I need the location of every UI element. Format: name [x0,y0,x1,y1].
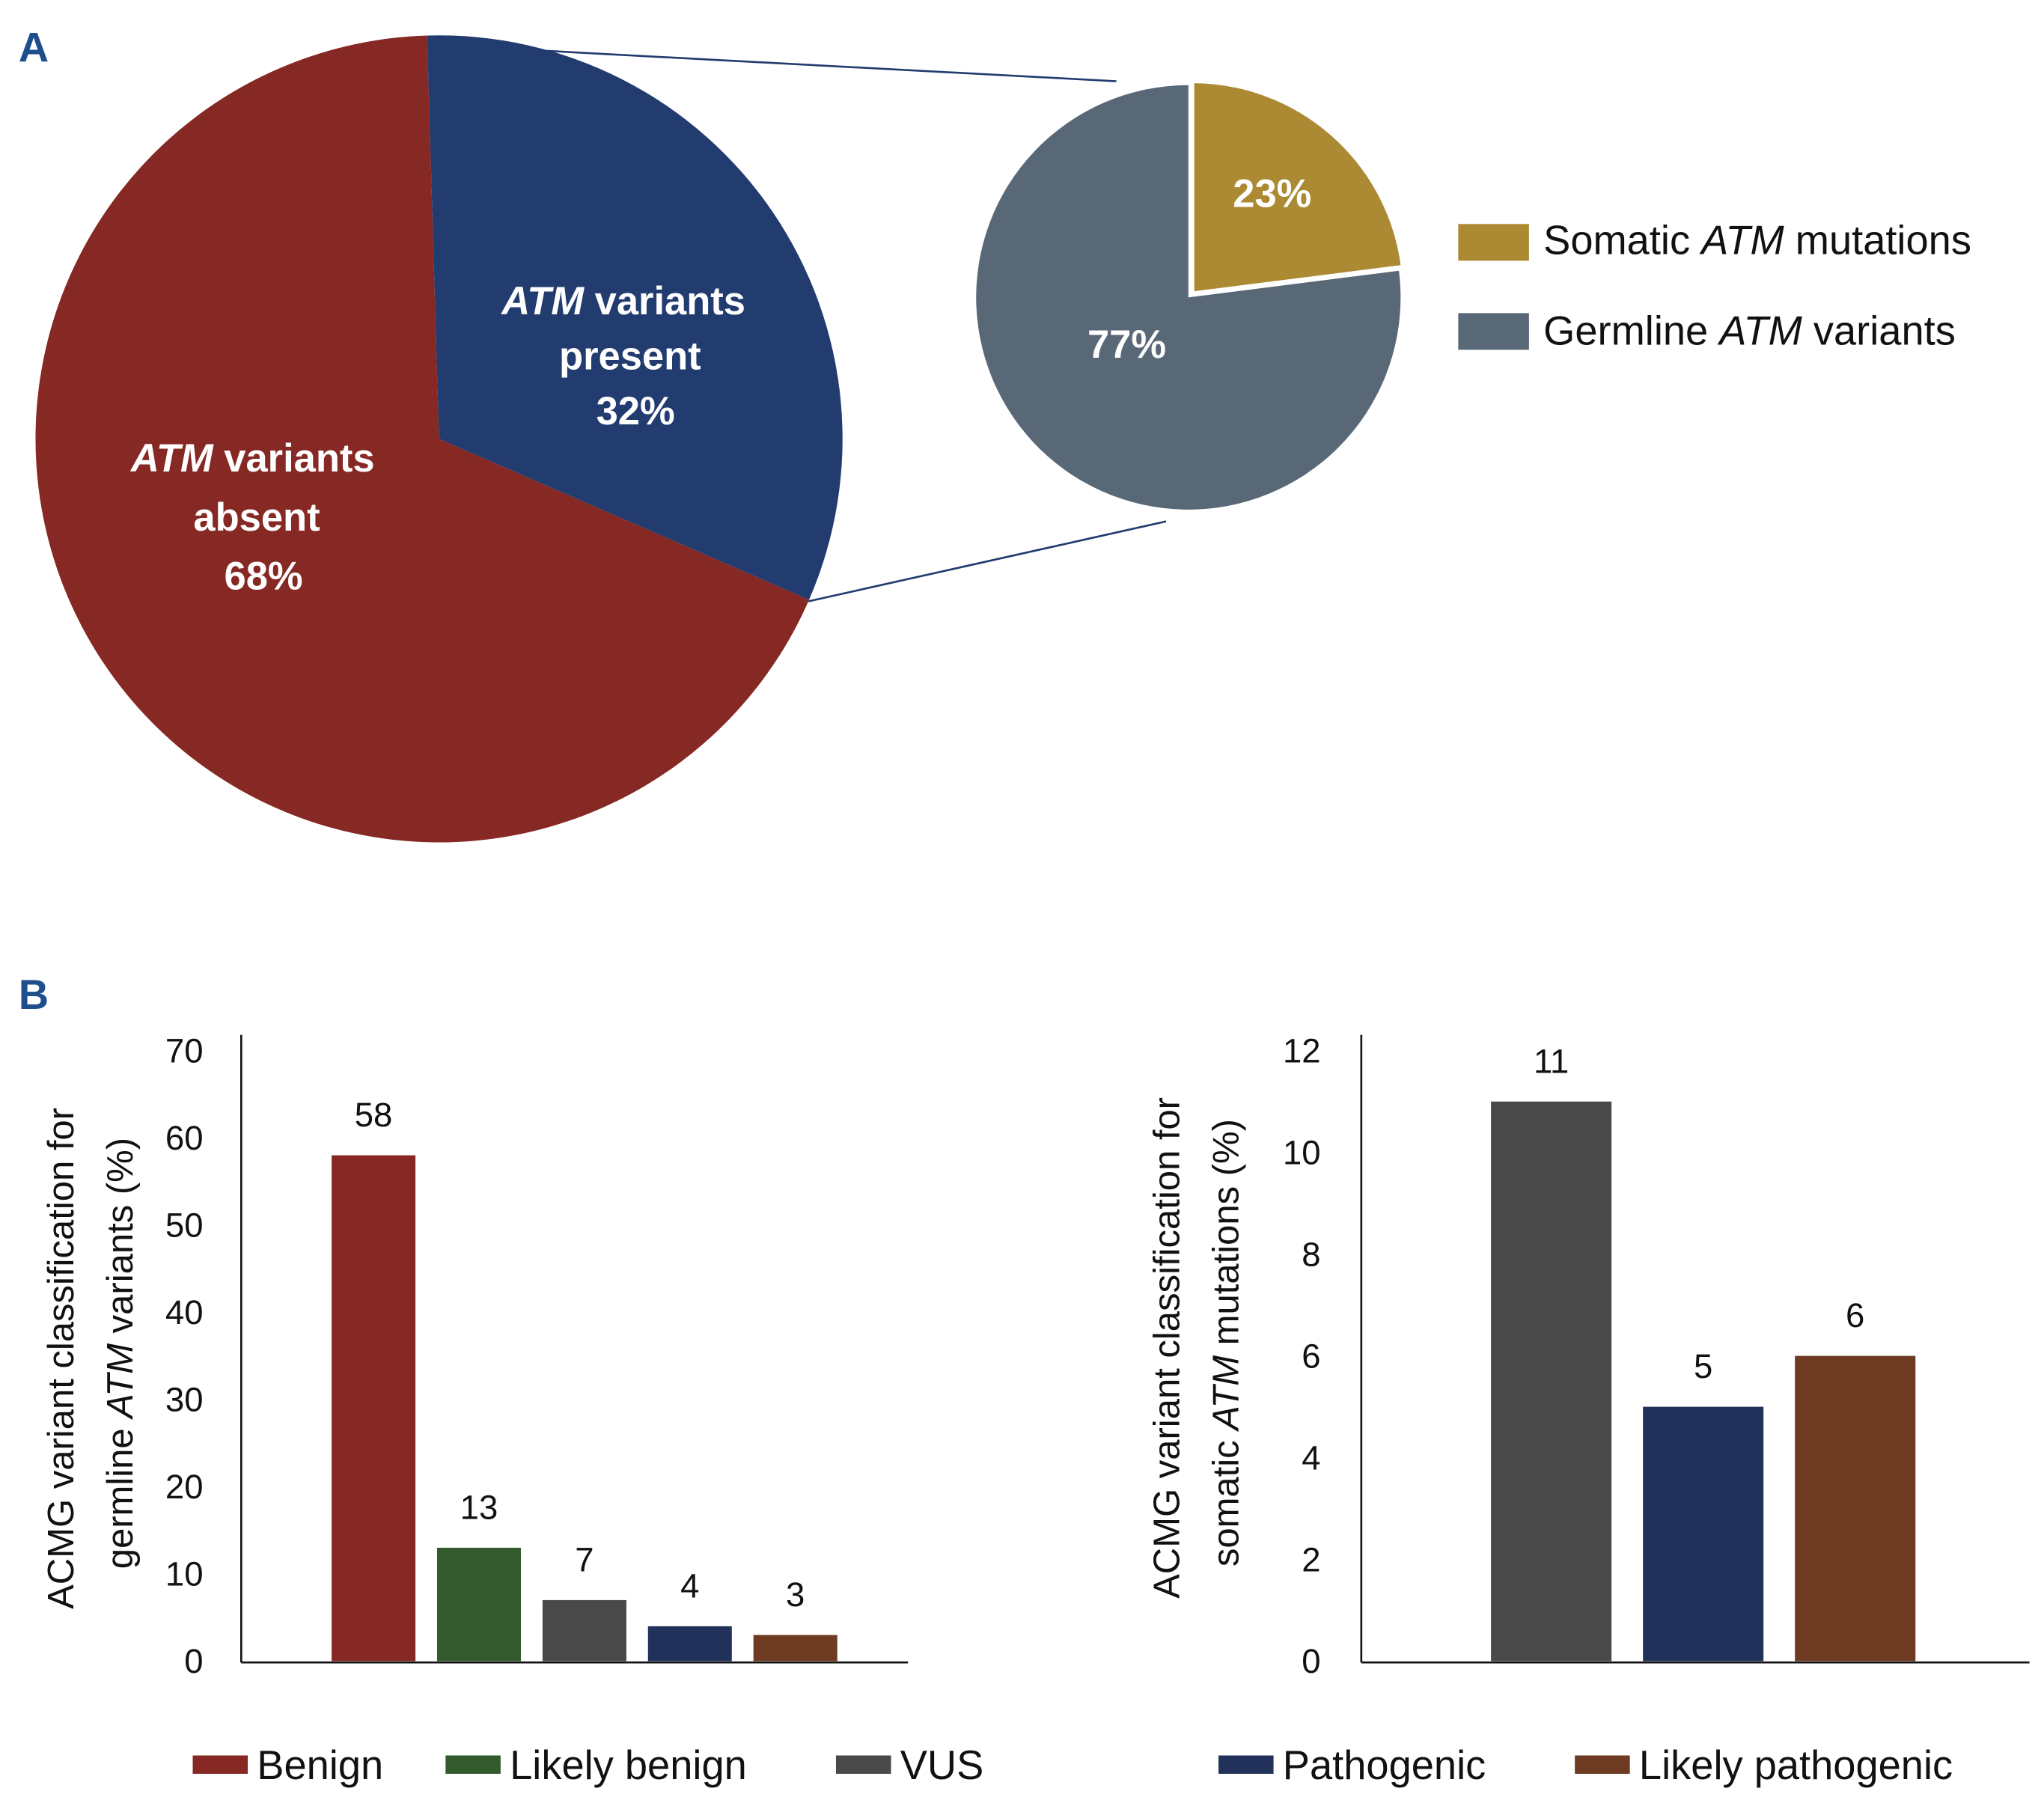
legend-label-vus: VUS [900,1743,984,1788]
connector-line-top [427,43,1117,82]
y-tick-label-germline: 10 [165,1555,204,1593]
legend-label-benign: Benign [257,1743,383,1788]
data-label-germline-pathogenic: 4 [680,1566,699,1605]
y-tick-label-somatic: 0 [1302,1642,1320,1680]
bar-germline-benign [332,1155,416,1662]
y-tick-label-somatic: 4 [1302,1439,1320,1477]
bar-germline-vus [542,1599,626,1662]
bar-legend: Benign Likely benign VUS Pathogenic Likely p… [192,1743,1953,1788]
legend-label-likely_pathogenic: Likely pathogenic [1639,1743,1953,1788]
data-label-germline-vus: 7 [575,1540,594,1578]
legend-swatch-vus [835,1755,891,1774]
pie-slice-germline [976,85,1401,510]
bar-somatic-likely_pathogenic [1795,1355,1916,1662]
y-tick-label-germline: 70 [165,1032,204,1070]
legend-swatch-likely_benign [445,1755,501,1774]
pie-slice-present [427,35,843,600]
bar-somatic-pathogenic [1643,1406,1764,1662]
bar-somatic-vus [1491,1101,1612,1662]
legend-swatch-somatic [1458,224,1529,261]
y-tick-label-germline: 60 [165,1119,204,1157]
legend-label-likely_benign: Likely benign [510,1743,747,1788]
legend-label-somatic: Somatic ATM mutations [1543,219,1971,263]
legend-label-pathogenic: Pathogenic [1283,1743,1486,1788]
panel-label-a: A [19,23,49,70]
y-tick-label-germline: 40 [165,1293,204,1331]
y-tick-label-somatic: 6 [1302,1337,1320,1375]
bar-germline-likely_benign [436,1547,521,1662]
y-tick-label-somatic: 8 [1302,1235,1320,1273]
pie-charts [35,35,1406,843]
legend-swatch-germline [1458,313,1529,350]
y-tick-label-somatic: 10 [1283,1133,1321,1171]
slice-label-germline: 77% [1087,323,1166,367]
y-tick-label-germline: 30 [165,1381,204,1419]
bar-germline-pathogenic [647,1626,732,1662]
y-axis-label-germline: ACMG variant classification for germline… [41,1097,141,1609]
y-tick-label-somatic: 12 [1283,1032,1321,1070]
slice-label-somatic: 23% [1233,172,1311,216]
data-label-somatic-pathogenic: 5 [1694,1347,1712,1385]
legend-swatch-pathogenic [1218,1755,1274,1774]
connector-line-bottom [808,520,1167,602]
data-label-somatic-likely_pathogenic: 6 [1846,1296,1864,1334]
data-label-germline-likely_benign: 13 [460,1488,498,1526]
panel-label-b: B [19,971,49,1018]
legend-swatch-benign [192,1755,248,1774]
legend-swatch-likely_pathogenic [1575,1755,1630,1774]
y-tick-label-germline: 20 [165,1468,204,1506]
data-label-germline-likely_pathogenic: 3 [786,1575,805,1614]
bar-germline-likely_pathogenic [753,1635,838,1662]
y-tick-label-germline: 50 [165,1206,204,1245]
data-label-somatic-vus: 11 [1534,1042,1569,1080]
slice-label-present: ATM variants present 32% [500,279,756,433]
y-axis-label-somatic: ACMG variant classification for somatic … [1147,1087,1247,1599]
slice-label-absent: ATM variants absent 68% [129,436,385,599]
data-label-germline-benign: 58 [355,1096,393,1134]
pie-slice-somatic [1190,79,1406,296]
legend-label-germline: Germline ATM variants [1543,308,1956,353]
pie-slice-absent [35,35,809,843]
y-tick-label-germline: 0 [184,1642,203,1680]
y-tick-label-somatic: 2 [1302,1540,1320,1578]
